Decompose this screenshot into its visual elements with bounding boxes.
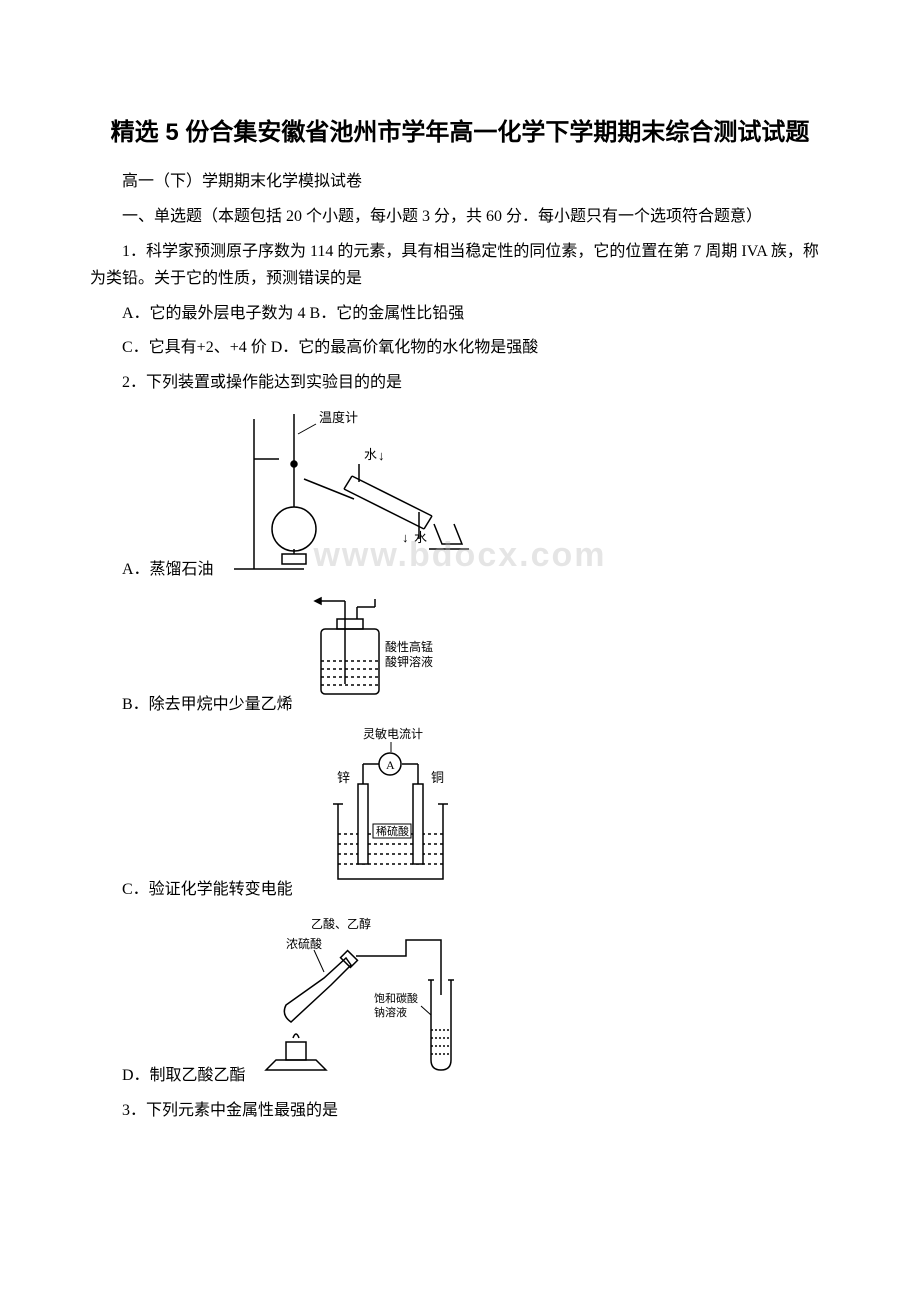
galvanic-cell-figure: A 灵敏电流计 锌 铜 稀硫酸: [303, 724, 478, 903]
q2-option-b: B．除去甲烷中少量乙烯: [122, 589, 830, 718]
q1-option-cd: C．它具有+2、+4 价 D．它的最高价氧化物的水化物是强酸: [90, 334, 830, 361]
receiver-label-1: 饱和碳酸: [374, 991, 418, 1005]
solution-label: 稀硫酸: [376, 824, 409, 838]
reagent-label-1: 酸性高锰: [385, 639, 433, 654]
q2-option-a: A．蒸馏石油: [122, 404, 830, 583]
copper-label: 铜: [431, 770, 444, 785]
ester-prep-figure: 乙酸、乙醇 浓硫酸 饱和碳酸 钠溶液: [256, 910, 476, 1089]
reactants-label-1: 乙酸、乙醇: [311, 916, 371, 931]
thermometer-label: 温度计: [319, 410, 358, 425]
meter-label: 灵敏电流计: [363, 726, 423, 741]
q2-stem: 2．下列装置或操作能达到实验目的的是: [90, 369, 830, 396]
distillation-svg: 温度计 水 ↓ ↓ 水: [224, 404, 484, 574]
zinc-label: 锌: [337, 770, 350, 785]
section-heading: 一、单选题（本题包括 20 个小题，每小题 3 分，共 60 分．每小题只有一个…: [90, 203, 830, 230]
ammeter-symbol: A: [386, 758, 395, 772]
gas-washing-figure: 酸性高锰 酸钾溶液: [303, 589, 453, 718]
q2-c-label: C．验证化学能转变电能: [122, 876, 293, 903]
ester-prep-svg: 乙酸、乙醇 浓硫酸 饱和碳酸 钠溶液: [256, 910, 476, 1080]
reactants-label-2: 浓硫酸: [286, 936, 322, 951]
page-title: 精选 5 份合集安徽省池州市学年高一化学下学期期末综合测试试题: [90, 116, 830, 150]
gas-washing-svg: 酸性高锰 酸钾溶液: [303, 589, 453, 709]
reagent-label-2: 酸钾溶液: [385, 654, 433, 669]
water-in-label: 水: [364, 447, 377, 462]
subtitle: 高一（下）学期期末化学模拟试卷: [90, 168, 830, 195]
galvanic-cell-svg: A 灵敏电流计 锌 铜 稀硫酸: [303, 724, 478, 894]
q1-option-ab: A．它的最外层电子数为 4 B．它的金属性比铅强: [90, 300, 830, 327]
receiver-label-2: 钠溶液: [374, 1005, 407, 1019]
distillation-apparatus-figure: 温度计 水 ↓ ↓ 水: [224, 404, 484, 583]
q2-b-label: B．除去甲烷中少量乙烯: [122, 691, 293, 718]
q2-option-c: C．验证化学能转变电能: [122, 724, 830, 903]
water-out-arrow: ↓: [402, 530, 409, 545]
document-page: www.bdocx.com 精选 5 份合集安徽省池州市学年高一化学下学期期末综…: [0, 0, 920, 1192]
q3-stem: 3．下列元素中金属性最强的是: [90, 1097, 830, 1124]
q1-stem: 1．科学家预测原子序数为 114 的元素，具有相当稳定性的同位素，它的位置在第 …: [90, 238, 830, 292]
q2-a-label: A．蒸馏石油: [122, 556, 214, 583]
water-in-arrow: ↓: [378, 448, 385, 463]
water-out-label: 水: [414, 530, 427, 545]
q2-option-d: D．制取乙酸乙酯: [122, 910, 830, 1089]
q2-d-label: D．制取乙酸乙酯: [122, 1062, 246, 1089]
